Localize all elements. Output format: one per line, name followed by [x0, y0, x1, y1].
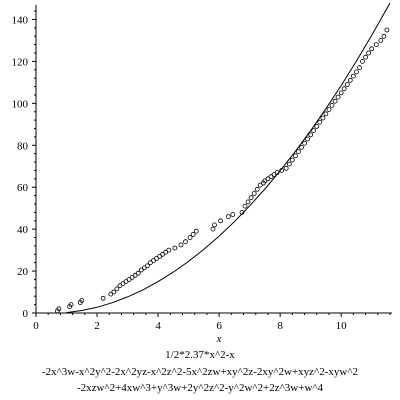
- x-tick-label: 10: [336, 320, 348, 332]
- data-point: [326, 107, 332, 112]
- data-point: [360, 59, 365, 64]
- data-point: [68, 302, 74, 308]
- x-tick-label: 2: [94, 320, 100, 332]
- data-point: [366, 50, 372, 56]
- data-point: [242, 203, 248, 209]
- x-axis-label: x: [216, 333, 222, 345]
- data-point: [384, 27, 390, 33]
- data-point: [295, 149, 301, 155]
- fitted-curve: [66, 2, 391, 314]
- y-tick-label: 120: [12, 56, 29, 68]
- data-point: [274, 170, 280, 175]
- data-point: [254, 186, 260, 192]
- data-point: [230, 212, 236, 217]
- data-point: [305, 136, 311, 142]
- data-point: [299, 144, 304, 150]
- data-point: [347, 77, 353, 83]
- y-tick-label: 100: [12, 98, 29, 110]
- data-point: [111, 289, 117, 295]
- data-point: [183, 239, 188, 245]
- curve-line: [66, 2, 391, 314]
- data-points: [55, 27, 390, 314]
- data-point: [317, 119, 323, 125]
- data-point: [212, 222, 217, 228]
- axes: [35, 5, 392, 314]
- data-point: [350, 73, 356, 79]
- data-point: [332, 98, 338, 104]
- caption-line-2: -2x^3w-x^2y^2-2x^2yz-x^2z^2-5x^2zw+xy^2z…: [41, 366, 358, 378]
- y-tick-label: 20: [17, 266, 29, 278]
- caption-line-3: -2xzw^2+4xw^3+y^3w+2y^2z^2-y^2w^2+2z^3w+…: [76, 382, 324, 394]
- y-tick-label: 0: [23, 308, 29, 320]
- data-point: [329, 103, 335, 108]
- data-point: [357, 65, 362, 71]
- data-point: [251, 191, 257, 196]
- data-point: [292, 153, 298, 159]
- data-point: [187, 235, 193, 240]
- data-point: [373, 42, 379, 47]
- data-point: [314, 124, 320, 129]
- data-point: [289, 157, 295, 163]
- data-point: [344, 82, 350, 87]
- data-point: [144, 263, 150, 269]
- data-point: [338, 90, 344, 96]
- data-point: [283, 165, 289, 171]
- data-point: [225, 214, 231, 220]
- data-point: [381, 33, 387, 39]
- y-tick-label: 80: [17, 140, 29, 152]
- y-tick-label: 60: [17, 182, 29, 194]
- data-point: [378, 38, 384, 43]
- x-tick-label: 0: [33, 320, 39, 332]
- data-point: [172, 245, 178, 251]
- data-point: [323, 111, 329, 117]
- data-point: [286, 161, 292, 167]
- data-point: [178, 242, 184, 248]
- data-point: [79, 297, 85, 303]
- data-point: [279, 167, 285, 173]
- data-point: [114, 286, 120, 292]
- data-point: [320, 115, 326, 121]
- data-point: [341, 86, 347, 92]
- data-point: [100, 295, 106, 301]
- caption-line-1: 1/2*2.37*x^2-x: [165, 349, 235, 361]
- data-point: [335, 94, 341, 100]
- tick-marks: [32, 10, 391, 317]
- data-point: [135, 270, 141, 276]
- y-tick-label: 140: [12, 14, 29, 26]
- data-point: [311, 128, 317, 134]
- data-point: [369, 46, 375, 52]
- data-point: [245, 199, 251, 205]
- x-tick-label: 4: [155, 320, 161, 332]
- data-point: [363, 54, 369, 60]
- data-point: [239, 209, 245, 215]
- data-point: [302, 140, 308, 146]
- data-point: [218, 218, 224, 224]
- data-point: [193, 228, 199, 234]
- y-tick-label: 40: [17, 224, 29, 236]
- data-point: [166, 247, 172, 253]
- x-tick-label: 6: [216, 320, 222, 332]
- data-point: [248, 195, 254, 201]
- x-tick-label: 8: [277, 320, 283, 332]
- data-point: [190, 231, 196, 237]
- data-point: [308, 132, 314, 138]
- data-point: [210, 226, 216, 232]
- data-point: [353, 69, 359, 75]
- data-point: [56, 306, 62, 312]
